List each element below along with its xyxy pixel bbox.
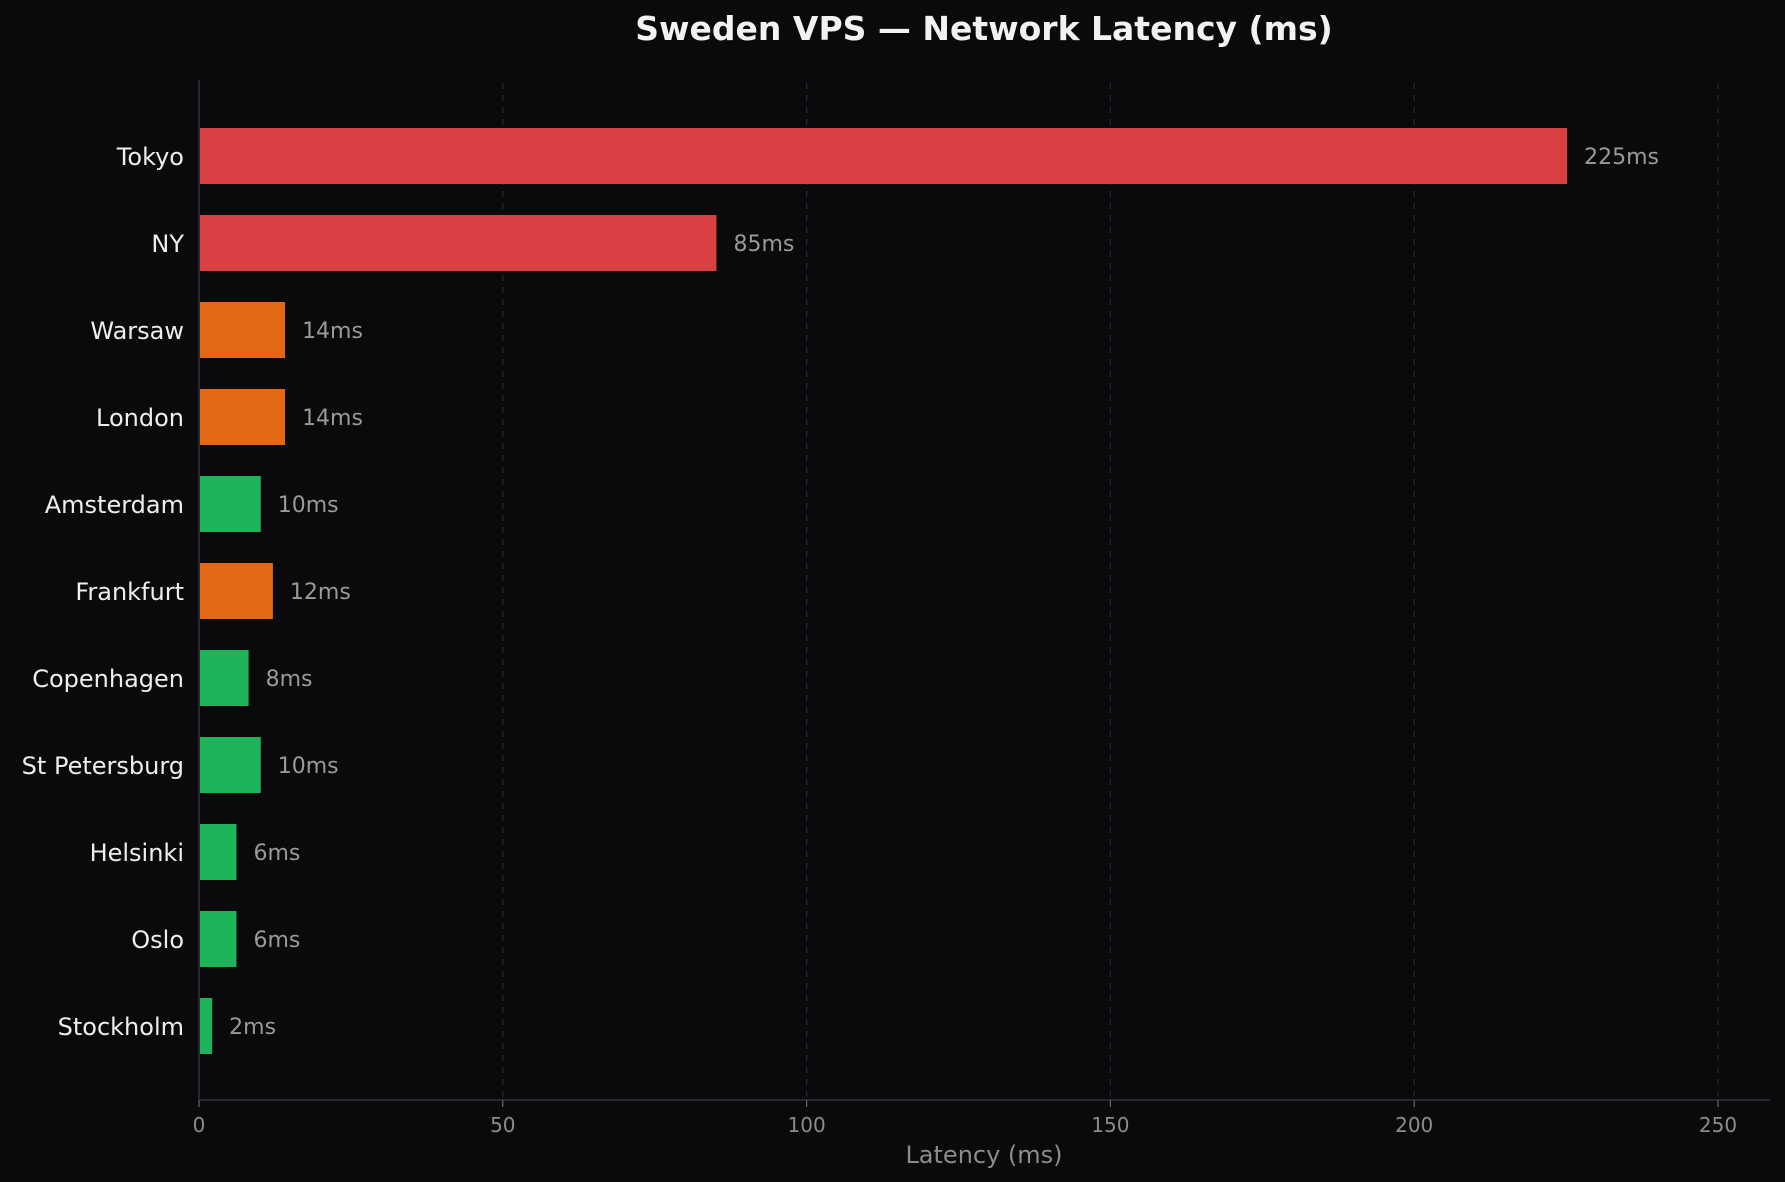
bar [200,563,273,619]
category-label: Warsaw [90,317,184,345]
chart-title: Sweden VPS — Network Latency (ms) [635,9,1332,48]
value-label: 12ms [290,580,351,605]
value-label: 10ms [278,754,339,779]
bar [200,389,286,445]
x-axis-label: Latency (ms) [905,1141,1062,1169]
category-label: St Petersburg [22,752,184,780]
value-label: 14ms [302,406,363,431]
category-label: London [96,404,184,432]
x-tick-label: 0 [193,1113,206,1137]
bar [200,302,286,358]
category-label: Tokyo [116,143,184,171]
value-label: 14ms [302,319,363,344]
labels: Tokyo 225ms NY 85ms Warsaw 14ms London 14ms Amst… [22,143,1659,1041]
x-tick-label: 200 [1395,1113,1433,1137]
bar [200,998,213,1054]
value-label: 225ms [1584,145,1659,170]
category-label: Stockholm [58,1013,184,1041]
category-label: Frankfurt [75,578,184,606]
value-label: 2ms [229,1015,276,1040]
x-tick-label: 250 [1699,1113,1737,1137]
value-label: 8ms [266,667,313,692]
bar [200,824,237,880]
category-label: Copenhagen [32,665,184,693]
bar [200,737,261,793]
bar [200,128,1568,184]
value-label: 6ms [253,928,300,953]
axes: 0 50 100 150 200 250 [193,80,1770,1137]
bar [200,650,249,706]
x-tick-label: 50 [490,1113,515,1137]
category-label: NY [151,230,184,258]
category-label: Amsterdam [45,491,184,519]
value-label: 85ms [733,232,794,257]
x-tick-label: 100 [788,1113,826,1137]
bar [200,476,261,532]
x-tick-label: 150 [1091,1113,1129,1137]
bars [200,128,1568,1054]
category-label: Helsinki [90,839,184,867]
value-label: 10ms [278,493,339,518]
value-label: 6ms [253,841,300,866]
category-label: Oslo [131,926,184,954]
bar [200,911,237,967]
bar [200,215,717,271]
